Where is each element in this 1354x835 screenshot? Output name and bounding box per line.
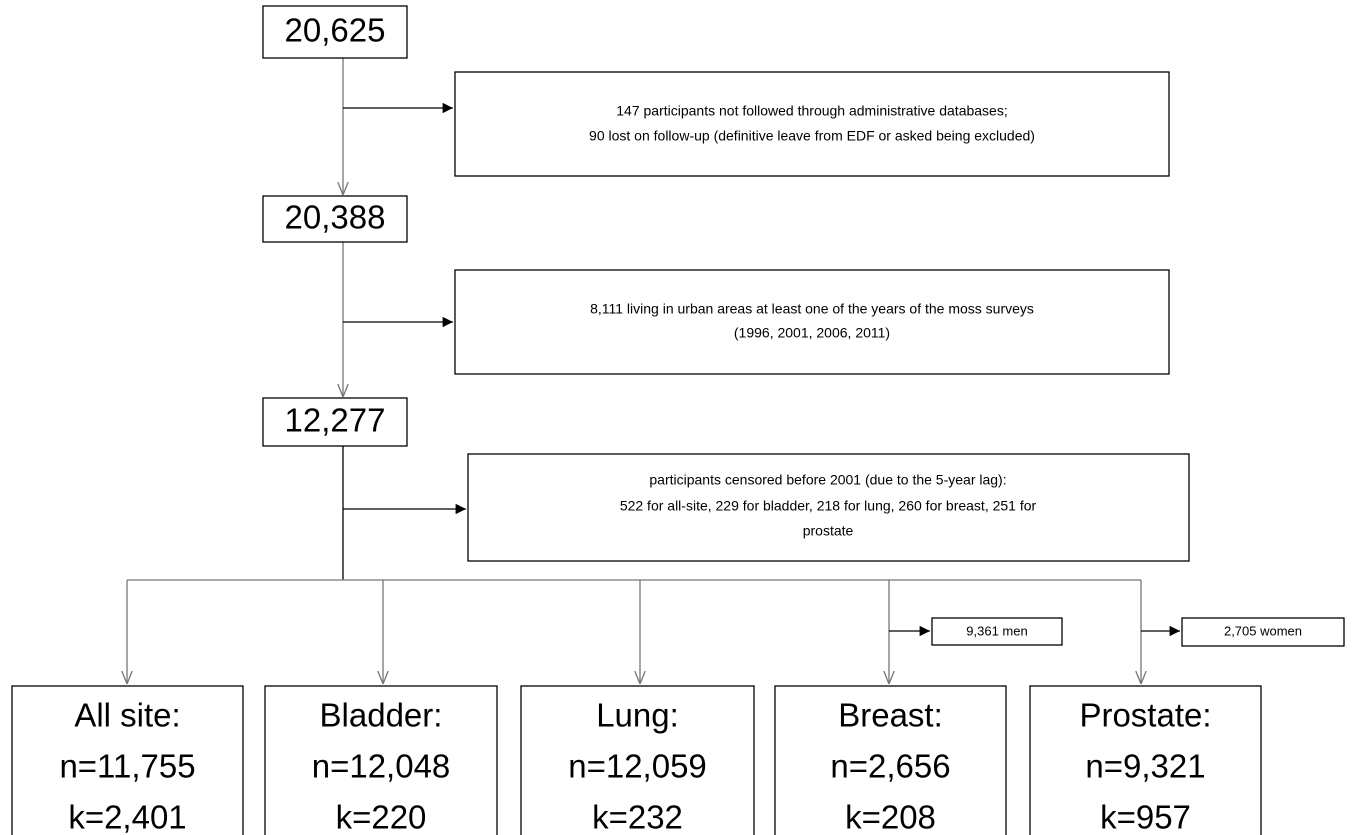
outcome-text: Bladder:: [320, 697, 443, 734]
outcome-text: n=12,059: [568, 748, 707, 785]
outcome-text: n=12,048: [312, 748, 451, 785]
exclusion-text: 90 lost on follow-up (definitive leave f…: [589, 128, 1035, 144]
exclusion-text: prostate: [803, 523, 854, 539]
exclusion-text: (1996, 2001, 2006, 2011): [734, 325, 890, 341]
exclusion-text: 522 for all-site, 229 for bladder, 218 f…: [620, 498, 1037, 514]
outcome-text: k=232: [592, 799, 683, 835]
outcome-text: n=11,755: [59, 748, 195, 785]
count-box: [262, 5, 408, 59]
outcome-box: [11, 685, 244, 835]
note: 9,361 men: [966, 623, 1027, 638]
outcome-text: Prostate:: [1079, 697, 1211, 734]
note-box: [1181, 617, 1345, 647]
count-box: [262, 195, 408, 243]
count: 20,625: [285, 12, 386, 49]
exclusion-box: [454, 269, 1170, 375]
exclusion-box: [467, 453, 1190, 562]
outcome-text: n=2,656: [830, 748, 950, 785]
exclusion-text: 8,111 living in urban areas at least one…: [590, 301, 1034, 317]
exclusion-text: 147 participants not followed through ad…: [616, 103, 1007, 119]
count: 12,277: [285, 402, 386, 439]
outcome-box: [264, 685, 498, 835]
connectors: [127, 58, 1180, 684]
outcome-boxes: All site: n=11,755 k=2,401 Bladder: n=12,048…: [11, 685, 1262, 835]
outcome-text: Breast:: [838, 697, 943, 734]
outcome-text: k=220: [336, 799, 427, 835]
count-box: [262, 397, 408, 447]
outcome-text: n=9,321: [1085, 748, 1205, 785]
outcome-text: k=208: [845, 799, 936, 835]
count: 20,388: [285, 199, 386, 236]
outcome-text: Lung:: [596, 697, 679, 734]
outcome-box: [1029, 685, 1262, 835]
exclusion-box: [454, 71, 1170, 177]
outcome-box: [774, 685, 1007, 835]
exclusion-text: participants censored before 2001 (due t…: [649, 472, 1006, 488]
outcome-text: k=2,401: [68, 799, 186, 835]
outcome-box: [520, 685, 755, 835]
outcome-text: k=957: [1100, 799, 1191, 835]
outcome-text: All site:: [74, 697, 180, 734]
note-box: [931, 617, 1063, 646]
note: 2,705 women: [1224, 623, 1302, 638]
